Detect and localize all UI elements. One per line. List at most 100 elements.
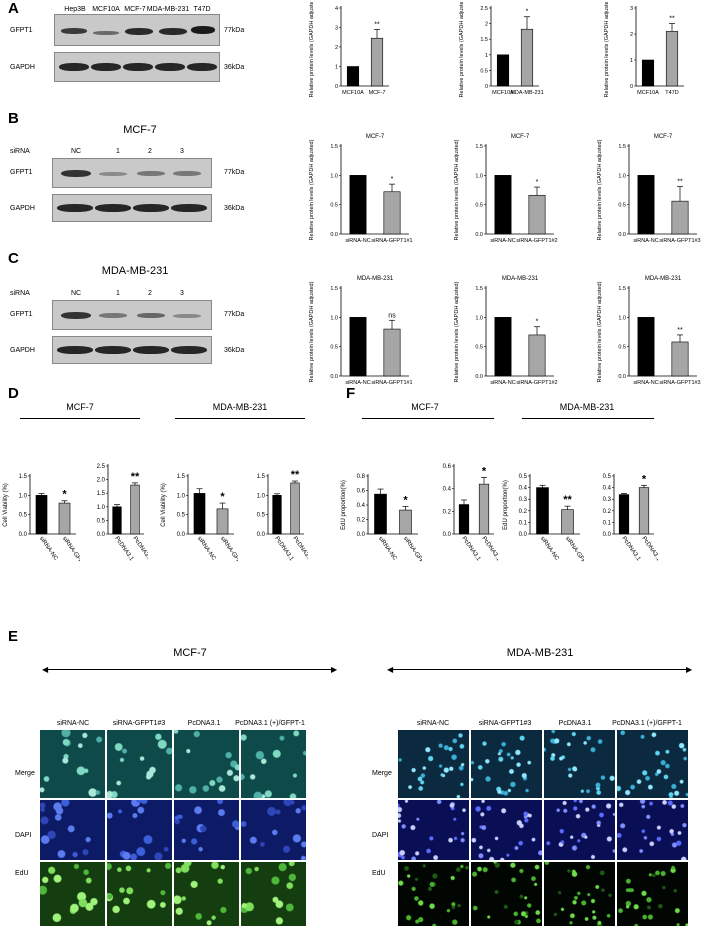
chart-title: MDA-MB-231 — [645, 276, 682, 282]
y-axis-label: EdU proportion(%) — [503, 480, 509, 530]
y-tick-label: 0.6 — [443, 464, 452, 470]
chart-title: MCF-7 — [511, 134, 530, 140]
lane-label: MCF-7 — [124, 6, 146, 13]
group-label-mcf7: MCF-7 — [66, 402, 94, 412]
microscopy-tile — [107, 730, 172, 798]
y-tick-label: 0.0 — [330, 232, 338, 238]
y-tick-label: 0.0 — [475, 232, 483, 238]
y-axis-label: Relative protein levels (GAPDH adjusted) — [309, 2, 315, 97]
condition-label: siRNA-NC — [416, 720, 450, 727]
bar-chart-f2: 0.0 0.2 0.4 0.6 PcDNA3.1 * PcDNA3.1 (+)/GFPT-1 — [443, 464, 498, 580]
bar — [35, 495, 48, 535]
significance-label: * — [482, 465, 487, 477]
y-tick-label: 0.0 — [443, 532, 452, 538]
y-tick-label: 1.5 — [97, 491, 106, 497]
group-label-mcf7: MCF-7 — [411, 402, 439, 412]
condition-label: PcDNA3.1 (+)/GFPT-1 — [235, 720, 305, 727]
significance-label: ns — [388, 312, 396, 319]
y-tick-label: 0.3 — [603, 497, 612, 503]
bar — [216, 508, 229, 535]
y-tick-label: 1.5 — [177, 474, 186, 480]
y-tick-label: 0 — [630, 84, 633, 90]
bar — [272, 495, 282, 535]
lane-label: 3 — [180, 290, 184, 297]
kda-label: 77kDa — [224, 27, 245, 34]
x-tick-label: siRNA-NC — [539, 536, 560, 563]
kda-label: 36kDa — [224, 64, 245, 71]
microscopy-tile — [617, 730, 688, 798]
bar-chart-a2: 0 0.5 1 1.5 2 2.5 Relative protein levels (GAP… — [459, 2, 544, 97]
y-tick-label: 1.0 — [177, 493, 186, 499]
channel-label-merge: Merge — [15, 770, 35, 777]
group-line — [45, 669, 335, 670]
bar-chart-c1: MDA-MB-231 0.0 0.5 1.0 1.5 Relative protein l… — [309, 276, 413, 386]
x-tick-label: siRNA-GFPT1#3 — [659, 238, 700, 244]
y-axis-label: Cell Viability (%) — [3, 483, 9, 527]
row-label-gapdh: GAPDH — [10, 347, 35, 354]
microscopy-tile — [544, 862, 615, 926]
chart-title: MCF-7 — [366, 134, 385, 140]
western-blot-gfpt1 — [52, 300, 212, 330]
x-tick-label: PcDNA3.1 (+)/GFPT-1 — [480, 536, 498, 580]
y-tick-label: 0.2 — [519, 509, 528, 515]
x-tick-label: MCF-7 — [369, 90, 386, 96]
bar — [112, 506, 122, 535]
x-tick-label: PcDNA3.1 — [460, 536, 481, 563]
y-tick-label: 0.5 — [97, 518, 106, 524]
y-axis-label: Relative protein levels (GAPDH adjusted) — [309, 281, 315, 382]
y-axis-label: Relative protein levels (GAPDH adjusted) — [454, 139, 460, 240]
bar — [399, 509, 412, 535]
bar — [494, 175, 512, 235]
y-tick-label: 1 — [485, 53, 488, 59]
microscopy-tile — [40, 862, 105, 926]
condition-label: siRNA-GFPT1#3 — [112, 720, 166, 727]
y-tick-label: 0.6 — [357, 489, 366, 495]
arrow-left-icon: ◀ — [387, 665, 394, 674]
lane-label: NC — [70, 148, 82, 155]
bar-chart-a1: 0 1 2 3 4 Relative protein levels (GAPDH adju… — [309, 2, 389, 97]
y-tick-label: 1.0 — [618, 315, 626, 321]
x-tick-label: MCF10A — [492, 90, 514, 96]
panel-letter-a: A — [8, 0, 19, 17]
y-axis-label: Relative protein levels (GAPDH adjusted) — [604, 2, 610, 97]
condition-label: siRNA-GFPT1#3 — [478, 720, 532, 727]
group-line — [20, 418, 140, 419]
x-tick-label: siRNA-NC — [633, 238, 658, 244]
bar-chart-c3: MDA-MB-231 0.0 0.5 1.0 1.5 Relative protein l… — [597, 276, 701, 386]
y-tick-label: 0.5 — [177, 513, 186, 519]
microscopy-tile — [40, 800, 105, 860]
x-tick-label: siRNA-GFPT1#3 — [659, 380, 700, 386]
lane-label: MCF10A — [92, 6, 120, 13]
x-tick-label: siRNA-NC — [196, 536, 217, 563]
row-label-gfpt1: GFPT1 — [10, 27, 33, 34]
y-tick-label: 1.0 — [618, 173, 626, 179]
kda-label: 36kDa — [224, 205, 245, 212]
arrow-right-icon: ▶ — [331, 665, 338, 674]
y-tick-label: 0.0 — [97, 532, 106, 538]
group-line — [390, 669, 690, 670]
x-tick-label: siRNA-NC — [345, 380, 370, 386]
bar — [520, 28, 534, 87]
lane-label: 2 — [148, 148, 152, 155]
lane-label: 1 — [116, 290, 120, 297]
y-tick-label: 0.0 — [519, 532, 528, 538]
y-tick-label: 2 — [335, 45, 338, 51]
bar — [671, 341, 689, 377]
microscopy-tile — [241, 862, 306, 926]
y-tick-label: 1.0 — [330, 315, 338, 321]
bar — [638, 487, 650, 535]
significance-label: ** — [677, 178, 683, 185]
x-tick-label: PcDNA3.1 — [113, 536, 134, 563]
bar — [528, 194, 546, 235]
bar — [290, 482, 300, 535]
y-tick-label: 0.0 — [19, 532, 28, 538]
microscopy-tile — [174, 862, 239, 926]
panel-letter-b: B — [8, 110, 19, 127]
x-tick-label: siRNA-GFPT1#1 — [371, 238, 412, 244]
kda-label: 77kDa — [224, 169, 245, 176]
significance-label: * — [403, 494, 408, 506]
y-tick-label: 1.5 — [480, 37, 488, 43]
x-tick-label: siRNA-NC — [633, 380, 658, 386]
kda-label: 36kDa — [224, 347, 245, 354]
